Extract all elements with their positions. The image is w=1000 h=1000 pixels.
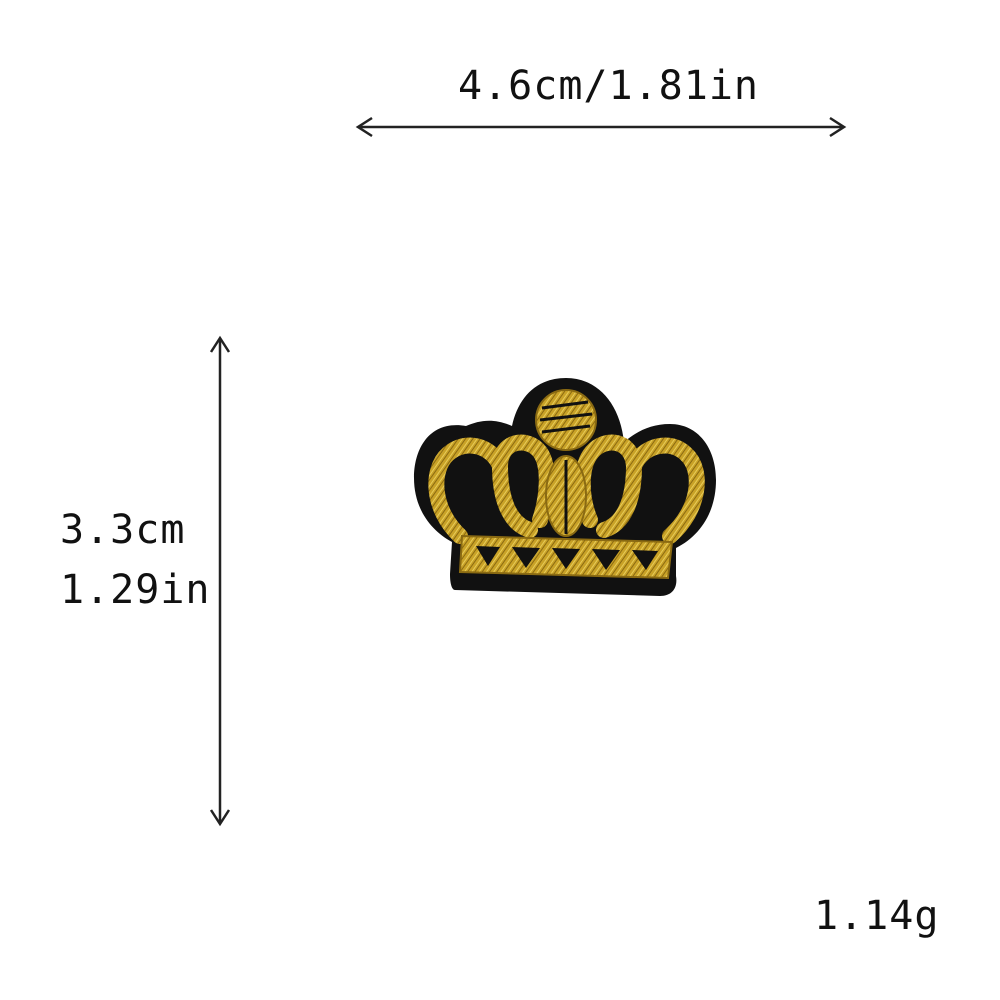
height-arrow xyxy=(209,335,231,827)
weight-label: 1.14g xyxy=(814,893,940,939)
width-dimension-label: 4.6cm/1.81in xyxy=(458,63,759,109)
width-arrow xyxy=(355,116,847,138)
height-in-label: 1.29in xyxy=(60,567,211,613)
crown-band xyxy=(458,534,674,580)
crown-orb xyxy=(535,389,597,451)
height-cm-label: 3.3cm xyxy=(60,507,186,553)
